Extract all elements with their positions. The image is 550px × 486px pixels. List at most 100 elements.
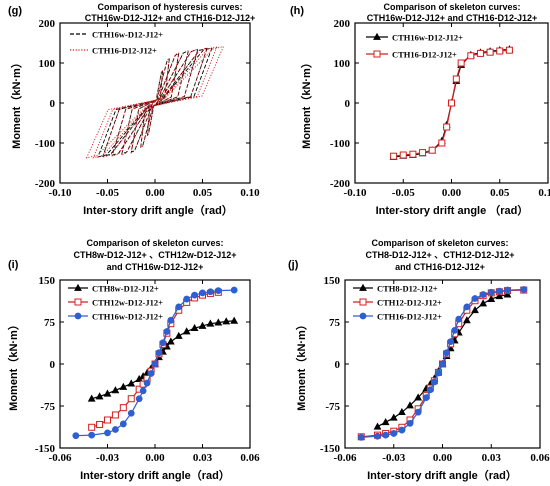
legend-marker [359, 312, 367, 320]
y-tick-label: -150 [35, 443, 56, 455]
data-point [471, 306, 479, 314]
data-point [104, 429, 111, 437]
legend-entry: CTH12-D12-J12+ [377, 298, 442, 308]
data-point [399, 151, 407, 159]
legend-marker [74, 312, 82, 320]
x-tick-label: 0.05 [193, 187, 213, 199]
legend-entry: CTH8w-D12-J12+ [92, 284, 159, 294]
x-tick-label: -0.10 [49, 187, 72, 199]
y-tick-label: 100 [39, 58, 56, 70]
data-point [139, 387, 147, 395]
data-point [214, 318, 223, 326]
legend-marker [373, 50, 381, 58]
data-point [443, 123, 451, 131]
hysteresis-loop [146, 70, 164, 137]
panel-label: (g) [8, 5, 22, 17]
series-line [91, 320, 235, 400]
x-tick-label: -0.06 [334, 452, 357, 464]
x-tick-label: 0.03 [193, 452, 213, 464]
data-point [414, 393, 423, 401]
series-CTH16w-D12-J12+ [97, 47, 213, 158]
hysteresis-loop [121, 50, 189, 155]
data-point [230, 286, 238, 294]
panel-g: (g) Comparison of hysteresis curves:CTH16… [8, 2, 260, 217]
y-tick-label: -200 [330, 178, 351, 190]
data-point [397, 407, 406, 416]
data-point [206, 319, 215, 327]
data-point [390, 152, 398, 160]
data-point [462, 316, 471, 324]
data-point [406, 401, 414, 409]
data-point [88, 431, 96, 439]
chart-title-line: and CTH16w-D12-J12+ [107, 262, 204, 272]
data-point [127, 409, 135, 417]
data-point [430, 378, 438, 386]
legend: CTH16w-D12-J12+ CTH16-D12-J12+ [366, 33, 463, 60]
data-point [487, 288, 495, 296]
hysteresis-loop [102, 47, 208, 158]
y-tick-label: 75 [329, 317, 341, 329]
data-point [88, 423, 96, 431]
data-point [422, 394, 430, 401]
hysteresis-loop [121, 50, 189, 156]
data-point [457, 59, 465, 67]
x-tick-label: 0.00 [145, 452, 165, 464]
data-point [471, 295, 479, 302]
data-point [438, 139, 446, 147]
chart-title-line: and CTH16-D12-J12+ [395, 262, 485, 272]
panel-label: (h) [290, 5, 304, 17]
chart-title-line: Comparison of skeleton curves: [371, 238, 508, 248]
data-point [175, 303, 183, 311]
legend-marker [74, 298, 82, 306]
x-tick-label: 0.10 [538, 187, 550, 199]
data-point [143, 379, 151, 387]
y-tick-label: 200 [334, 18, 351, 30]
data-point [389, 413, 398, 421]
y-axis-label: Moment（kN·m） [7, 319, 20, 411]
data-point [452, 75, 460, 83]
data-point [198, 321, 207, 329]
data-point [95, 392, 104, 400]
series-line [75, 289, 235, 437]
data-point [409, 150, 417, 158]
data-point [127, 379, 136, 387]
data-point [495, 287, 503, 295]
legend: CTH8w-D12-J12+ CTH12w-D12-J12+ CTH16w-D12-… [68, 284, 163, 322]
legend-entry: CTH12w-D12-J12+ [92, 298, 163, 308]
data-point [119, 404, 127, 412]
x-tick-label: 0.00 [433, 452, 453, 464]
chart-title-line: Comparison of skeleton curves: [383, 2, 520, 12]
data-point [147, 370, 155, 377]
data-point [127, 395, 135, 403]
legend: CTH8-D12-J12+ CTH12-D12-J12+ CTH16-D12-J12… [353, 284, 442, 322]
plot-frame [59, 22, 251, 184]
plot-area [72, 286, 239, 440]
data-point [191, 291, 198, 299]
hysteresis-loop [97, 47, 213, 158]
data-point [87, 394, 96, 402]
legend-entry: CTH16-D12-J12+ [392, 50, 457, 60]
data-point [119, 420, 127, 428]
y-tick-label: 75 [44, 317, 56, 329]
data-point [151, 360, 159, 368]
x-axis-label: Inter-story drift angle（rad） [367, 469, 517, 482]
series-CTH8w-D12-J12+ [87, 316, 239, 402]
plot-frame [59, 279, 251, 449]
y-tick-label: -75 [325, 401, 340, 413]
data-point [373, 422, 382, 430]
data-point [428, 146, 436, 154]
data-point [495, 292, 504, 300]
plot-area [389, 45, 514, 160]
chart-title-line: Comparison of skeleton curves: [86, 238, 223, 248]
data-point [439, 360, 446, 368]
y-tick-label: 0 [335, 359, 341, 371]
data-point [119, 382, 128, 390]
data-point [103, 389, 112, 397]
panel-j: (j) Comparison of skeleton curves: CTH8-D1… [288, 238, 550, 482]
data-point [230, 316, 239, 324]
hysteresis-loop [85, 46, 224, 159]
legend-marker [359, 283, 367, 291]
x-tick-label: -0.10 [344, 187, 367, 199]
data-point [112, 426, 119, 433]
x-tick-label: 0.06 [530, 452, 550, 464]
